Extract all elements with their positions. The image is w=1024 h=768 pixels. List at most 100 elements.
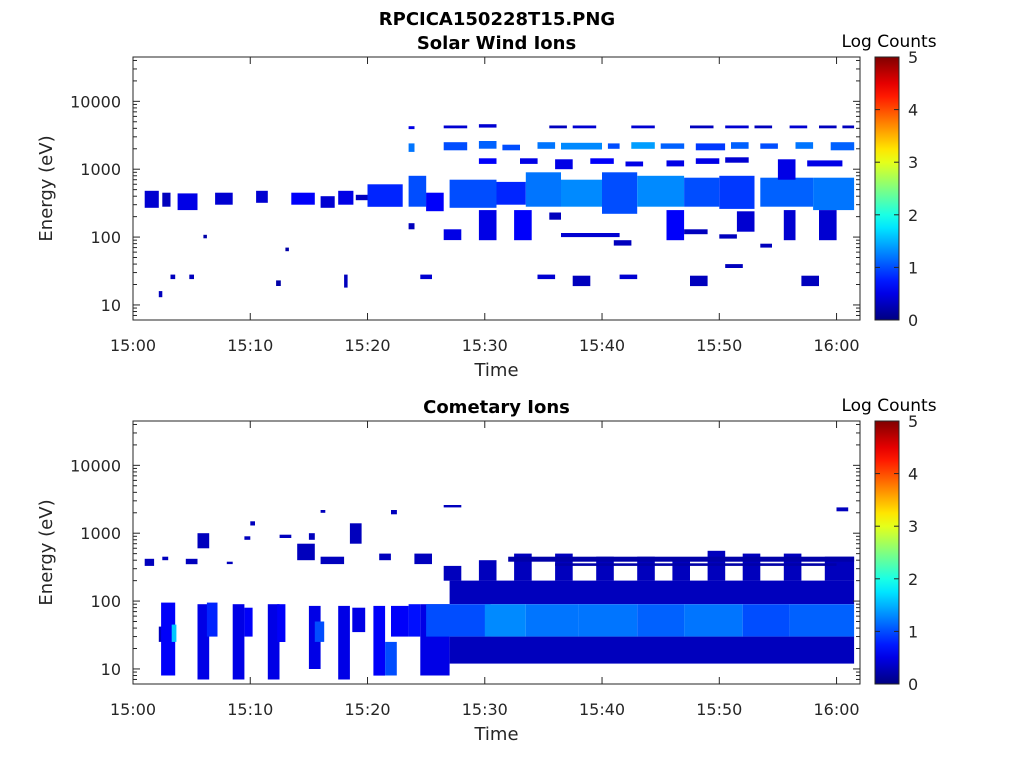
axes-box bbox=[132, 420, 861, 685]
spectrogram-cell bbox=[443, 505, 462, 508]
spectrogram-cell bbox=[408, 126, 415, 130]
spectrogram-cell bbox=[320, 510, 326, 513]
spectrogram-cell bbox=[496, 181, 526, 205]
spectrogram-cell bbox=[308, 533, 315, 540]
spectrogram-cell bbox=[672, 560, 690, 581]
spectrogram-cell bbox=[385, 641, 397, 676]
spectrogram-cell bbox=[277, 604, 286, 642]
spectrogram-cell bbox=[226, 561, 233, 565]
figure-title: RPCICA150228T15.PNG bbox=[379, 9, 615, 30]
y-axis-label: Energy (eV) bbox=[36, 135, 57, 241]
spectrogram-cell bbox=[684, 604, 743, 637]
spectrogram-cell bbox=[478, 158, 497, 164]
spectrogram-cell bbox=[602, 172, 638, 214]
y-tick-label: 1000 bbox=[80, 160, 121, 179]
spectrogram-cell bbox=[197, 533, 210, 549]
spectrogram-cell bbox=[525, 604, 579, 637]
spectrogram-cell bbox=[158, 291, 163, 298]
spectrogram-cell bbox=[244, 536, 251, 540]
x-tick-label: 16:00 bbox=[813, 336, 859, 355]
spectrogram-cell bbox=[555, 159, 573, 170]
y-tick-label: 100 bbox=[90, 592, 121, 611]
spectrogram-cell bbox=[408, 143, 415, 152]
spectrogram-cell bbox=[783, 210, 796, 241]
colorbar-gradient bbox=[875, 57, 899, 320]
spectrogram-cell bbox=[637, 175, 685, 207]
colorbar-tick-label: 5 bbox=[908, 412, 918, 431]
spectrogram-cell bbox=[320, 196, 335, 208]
y-axis-label: Energy (eV) bbox=[36, 499, 57, 605]
x-axis-label: Time bbox=[473, 360, 518, 381]
spectrogram-cell bbox=[443, 142, 468, 151]
spectrogram-cell bbox=[502, 144, 520, 151]
spectrogram-cell bbox=[414, 553, 432, 565]
spectrogram-cell bbox=[391, 605, 409, 637]
spectrogram-cell bbox=[830, 142, 855, 151]
spectrogram-cell bbox=[789, 604, 855, 637]
spectrogram-cell bbox=[279, 534, 292, 538]
spectrogram-cell bbox=[660, 143, 685, 149]
spectrogram-cell bbox=[197, 604, 210, 680]
spectrogram-cell bbox=[232, 604, 245, 680]
colorbar-tick-label: 3 bbox=[908, 153, 918, 172]
colorbar-frame bbox=[874, 56, 900, 321]
spectrogram-cell bbox=[695, 143, 726, 151]
spectrogram-cell bbox=[162, 556, 169, 561]
y-tick-label: 10 bbox=[101, 296, 121, 315]
panel-title: Cometary Ions bbox=[423, 397, 570, 418]
spectrogram-cell bbox=[250, 521, 255, 526]
spectrogram-cell bbox=[379, 553, 391, 561]
spectrogram-cell bbox=[391, 510, 397, 515]
colorbar-tick-label: 2 bbox=[908, 570, 918, 589]
spectrogram-cell bbox=[760, 143, 778, 149]
y-tick-label: 1000 bbox=[80, 524, 121, 543]
spectrogram-cell bbox=[537, 274, 556, 280]
spectrogram-cell bbox=[408, 175, 427, 207]
spectrogram-cell bbox=[819, 210, 837, 241]
spectrogram-cell bbox=[596, 556, 614, 581]
spectrogram-cell bbox=[443, 125, 468, 129]
spectrogram-cell bbox=[443, 565, 462, 581]
colorbar-tick-label: 4 bbox=[908, 465, 918, 484]
colorbar-label: Log Counts bbox=[841, 32, 936, 52]
spectrogram-cell bbox=[719, 234, 737, 239]
spectrogram-cell bbox=[484, 604, 526, 637]
spectrogram-cell bbox=[690, 125, 714, 129]
spectrogram-cell bbox=[795, 142, 814, 149]
spectrogram-cells bbox=[144, 124, 855, 298]
spectrogram-cell bbox=[555, 563, 837, 566]
spectrogram-cell bbox=[824, 556, 855, 581]
spectrogram-cell bbox=[478, 141, 497, 149]
spectrogram-cell bbox=[171, 624, 177, 642]
spectrogram-cell bbox=[619, 274, 638, 280]
spectrogram-cell bbox=[177, 193, 198, 211]
spectrogram-cell bbox=[478, 210, 497, 241]
spectrogram-cell bbox=[725, 157, 749, 163]
y-tick-label: 100 bbox=[90, 228, 121, 247]
spectrogram-cell bbox=[549, 125, 567, 129]
x-tick-label: 15:20 bbox=[344, 700, 390, 719]
x-tick-label: 15:30 bbox=[462, 700, 508, 719]
spectrogram-cell bbox=[449, 179, 497, 208]
spectrogram-cell bbox=[276, 280, 281, 286]
spectrogram-cell bbox=[631, 125, 655, 129]
spectrogram-cell bbox=[637, 556, 655, 581]
spectrogram-cell bbox=[742, 604, 790, 637]
colorbar-frame bbox=[874, 420, 900, 685]
spectrogram-cell bbox=[206, 602, 218, 637]
spectrogram-cell bbox=[572, 275, 591, 287]
spectrogram-cell bbox=[760, 243, 772, 248]
x-tick-label: 15:00 bbox=[110, 336, 156, 355]
spectrogram-cell bbox=[185, 558, 198, 565]
spectrogram-cell bbox=[836, 507, 849, 512]
x-tick-label: 15:10 bbox=[227, 700, 273, 719]
spectrogram-cell bbox=[297, 543, 315, 561]
colorbar-label: Log Counts bbox=[841, 396, 936, 416]
y-tick-label: 10000 bbox=[70, 92, 121, 111]
spectrogram-cell bbox=[684, 229, 708, 235]
spectrogram-cell bbox=[613, 240, 632, 246]
spectrogram-cell bbox=[244, 607, 253, 637]
x-tick-label: 15:50 bbox=[696, 336, 742, 355]
